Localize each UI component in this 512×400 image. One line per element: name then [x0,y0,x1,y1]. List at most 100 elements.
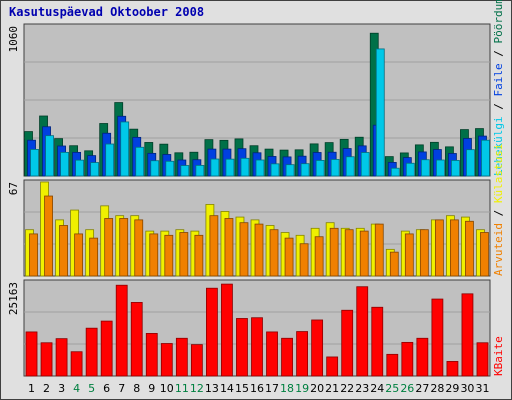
bar-arvuteid-day-1 [29,233,38,277]
bar-arvuteid-day-24 [374,223,384,277]
bar-kbaite-day-13 [205,287,218,377]
bar-arvuteid-day-16 [254,223,264,277]
bar-kbaite-day-9 [145,333,158,377]
bar-kbaite-day-16 [251,317,263,377]
x-tick-label: 28 [430,382,444,395]
panel-3: 25163 [7,279,491,377]
bar-lehekülgi-day-23 [360,152,370,177]
bar-arvuteid-day-12 [194,234,204,277]
chart-title: Kasutuspäevad Oktoober 2008 [9,5,204,19]
bar-kbaite-day-29 [446,361,459,377]
x-tick-label: 27 [415,382,429,395]
bar-arvuteid-day-27 [419,229,429,277]
bar-kbaite-day-15 [236,318,248,377]
bar-lehekülgi-day-21 [330,159,340,177]
bar-arvuteid-day-15 [239,222,249,277]
bar-arvuteid-day-28 [434,219,444,277]
bar-lehekülgi-day-12 [195,164,205,177]
bar-arvuteid-day-2 [44,195,53,277]
x-tick-label: 19 [295,382,309,395]
x-tick-label: 8 [133,382,140,395]
legend-pöördumisi: Pöördumisi [492,0,505,44]
bar-kbaite-day-12 [190,344,203,377]
x-tick-label: 14 [220,382,234,395]
bar-lehekülgi-day-10 [165,160,175,177]
bar-arvuteid-day-20 [314,236,324,277]
bar-kbaite-day-21 [326,356,339,377]
x-tick-label: 22 [340,382,354,395]
bar-arvuteid-day-14 [224,218,234,277]
legend-panel-1: Lehekülgi / Faile / Pöördumisi [492,0,505,176]
bar-kbaite-day-7 [115,284,128,377]
bar-arvuteid-day-7 [119,218,129,277]
bar-kbaite-day-19 [296,331,309,377]
x-axis-ticks: 1 2 3 4 5 6 7 8 9 10 11 12 13 14 15 16 17 18 19 20 21 22 23 24 2… [28,382,489,395]
x-tick-label: 24 [370,382,384,395]
x-tick-label: 25 [385,382,399,395]
bar-kbaite-day-14 [221,283,233,377]
legend-arvuteid: Arvuteid [492,223,505,276]
bar-lehekülgi-day-11 [180,165,190,177]
x-tick-label: 2 [43,382,50,395]
x-tick-label: 11 [175,382,189,395]
bar-lehekülgi-day-5 [90,162,100,177]
x-tick-label: 15 [235,382,249,395]
bar-lehekülgi-day-22 [345,156,355,177]
x-tick-label: 18 [280,382,294,395]
bar-kbaite-day-3 [55,338,68,377]
bar-lehekülgi-day-26 [405,162,415,177]
x-tick-label: 7 [118,382,125,395]
panel-max-label: 1060 [7,26,20,53]
x-tick-label: 1 [28,382,35,395]
legend-faile: Faile [492,63,505,96]
bar-arvuteid-day-22 [344,229,354,277]
bar-lehekülgi-day-6 [105,143,115,177]
bar-kbaite-day-1 [25,331,38,377]
x-tick-label: 16 [250,382,264,395]
bar-arvuteid-day-25 [389,251,399,277]
bar-arvuteid-day-11 [179,232,189,277]
bar-arvuteid-day-17 [269,229,279,277]
bar-arvuteid-day-10 [164,234,174,277]
bar-kbaite-day-23 [356,286,369,377]
legend-lehekülgi: Lehekülgi [492,116,505,176]
x-tick-label: 6 [103,382,110,395]
bar-lehekülgi-day-18 [285,164,295,177]
bar-kbaite-day-25 [386,353,399,377]
bar-kbaite-day-30 [461,293,474,377]
bar-kbaite-day-2 [40,342,53,377]
bar-lehekülgi-day-14 [225,158,235,177]
bar-arvuteid-day-13 [209,215,219,277]
x-tick-label: 26 [400,382,414,395]
bar-lehekülgi-day-17 [270,163,280,177]
panel-1: 1060 [7,23,491,177]
bar-lehekülgi-day-31 [481,139,490,177]
bar-lehekülgi-day-24 [375,48,385,177]
panel-max-label: 25163 [7,282,20,315]
bar-kbaite-day-27 [416,337,429,377]
chart-panels: 1060 67 25163 [7,23,491,377]
panel-max-label: 67 [7,182,20,195]
bar-arvuteid-day-8 [134,219,144,277]
bar-lehekülgi-day-28 [435,159,445,177]
bar-lehekülgi-day-15 [240,157,250,177]
bar-kbaite-day-26 [401,341,414,377]
bar-lehekülgi-day-7 [120,121,130,177]
bar-arvuteid-day-31 [480,232,489,277]
bar-lehekülgi-day-19 [300,163,310,177]
bar-lehekülgi-day-8 [135,146,145,177]
x-tick-label: 3 [58,382,65,395]
bar-arvuteid-day-30 [465,220,474,277]
bar-arvuteid-day-21 [329,227,339,277]
bar-lehekülgi-day-9 [150,160,160,177]
bar-kbaite-day-6 [100,320,113,377]
bar-lehekülgi-day-30 [466,149,475,177]
bar-lehekülgi-day-16 [255,159,265,177]
bar-arvuteid-day-19 [299,243,309,277]
x-tick-label: 13 [205,382,219,395]
bar-arvuteid-day-6 [104,218,114,277]
bar-arvuteid-day-3 [59,225,68,277]
bar-kbaite-day-28 [431,298,444,377]
